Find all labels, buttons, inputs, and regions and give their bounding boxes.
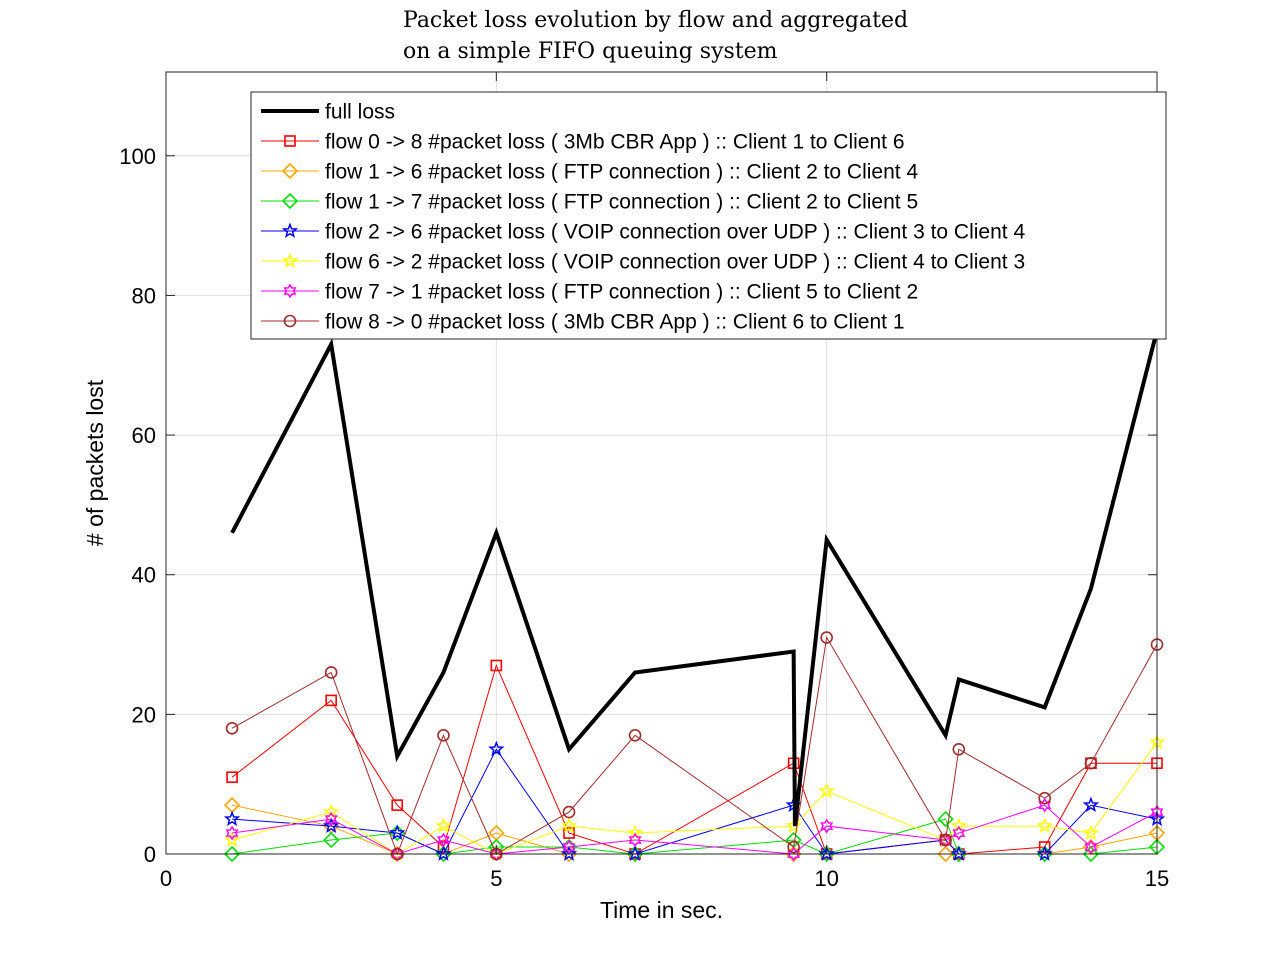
series-line-0 [230, 329, 1159, 827]
series-6-point-12 [1084, 839, 1098, 855]
series-4-point-10 [950, 845, 967, 861]
legend: full loss flow 0 -> 8 #packet loss ( 3Mb … [250, 91, 1167, 340]
x-tick-label-10: 10 [814, 866, 838, 891]
series-6-point-11 [1038, 797, 1052, 813]
series-1-point-0 [226, 771, 238, 783]
series-3-point-9 [937, 810, 954, 828]
series-0 [230, 329, 1159, 827]
legend-label-5: flow 6 -> 2 #packet loss ( VOIP connecti… [325, 251, 1025, 274]
x-tick-label-5: 5 [490, 866, 502, 891]
series-5-point-5 [560, 817, 578, 834]
series-4-point-12 [1082, 796, 1100, 813]
series-5-point-7 [785, 817, 802, 834]
series-line-6 [232, 804, 1158, 855]
y-tick-label-40: 40 [132, 563, 156, 588]
legend-marker-4 [281, 222, 299, 238]
series-4-point-3 [435, 845, 452, 861]
series-4-point-5 [560, 845, 578, 861]
axis-ticks: 0 5 10 15 0 20 40 60 80 100 [119, 72, 1169, 891]
series-6-point-1 [324, 811, 338, 827]
series-4-point-0 [223, 810, 241, 827]
series-4-point-1 [323, 817, 340, 834]
series-6-point-10 [952, 825, 966, 841]
series-7-point-10 [952, 742, 966, 756]
series-6-point-8 [820, 818, 834, 834]
legend-label-7: flow 8 -> 0 #packet loss ( 3Mb CBR App )… [325, 311, 905, 334]
x-tick-label-15: 15 [1145, 866, 1169, 891]
series-6-point-5 [562, 839, 576, 855]
series-6-point-3 [437, 832, 450, 848]
legend-label-0: full loss [325, 101, 395, 124]
legend-marker-3 [281, 192, 299, 210]
series-3-point-0 [223, 845, 241, 863]
legend-marker-5 [281, 252, 299, 268]
chart-title-line-2: on a simple FIFO queuing system [403, 39, 778, 64]
series-line-5 [231, 741, 1158, 855]
series-6-point-0 [225, 825, 239, 841]
series-5-point-11 [1036, 817, 1053, 834]
legend-marker-2 [281, 162, 299, 180]
y-tick-label-100: 100 [119, 144, 156, 169]
legend-label-6: flow 7 -> 1 #packet loss ( FTP connectio… [325, 281, 918, 304]
series-3-point-1 [323, 831, 340, 849]
series-1-point-4 [490, 659, 503, 672]
legend-label-2: flow 1 -> 6 #packet loss ( FTP connectio… [325, 161, 918, 184]
series-2-point-9 [937, 845, 954, 863]
series-1-point-11 [1038, 841, 1051, 853]
series-7-point-9 [939, 833, 952, 847]
series-6-point-7 [787, 846, 801, 862]
series-5-point-0 [223, 831, 241, 847]
series-line-1 [231, 664, 1157, 855]
series-6 [225, 797, 1164, 862]
series-1-point-3 [437, 841, 450, 853]
x-axis-label: Time in sec. [600, 897, 723, 923]
series-7-point-0 [225, 722, 239, 735]
series-1-point-2 [391, 799, 404, 811]
y-axis-label: # of packets lost [82, 379, 108, 546]
series-4-point-8 [818, 845, 835, 861]
y-tick-label-20: 20 [132, 702, 156, 727]
series-7-point-1 [324, 666, 338, 679]
series-4-point-11 [1036, 845, 1053, 861]
series-5 [223, 733, 1166, 861]
legend-marker-6 [283, 283, 297, 299]
series-7-point-6 [628, 729, 642, 742]
y-tick-label-0: 0 [144, 842, 156, 867]
legend-label-3: flow 1 -> 7 #packet loss ( FTP connectio… [325, 191, 918, 214]
series-7-point-3 [437, 729, 450, 742]
legend-marker-1 [284, 135, 296, 147]
series-line-7 [231, 636, 1158, 856]
series-1-point-1 [325, 694, 337, 707]
series-7-point-8 [820, 631, 833, 644]
legend-box [250, 91, 1167, 340]
legend-label-1: flow 0 -> 8 #packet loss ( 3Mb CBR App )… [325, 131, 905, 154]
legend-marker-7 [283, 314, 297, 328]
series-4-point-4 [488, 740, 505, 757]
series-4-point-6 [626, 845, 644, 861]
series-7-point-12 [1084, 756, 1098, 770]
series-5-point-3 [435, 817, 452, 834]
series-6-point-6 [628, 832, 642, 848]
y-tick-label-80: 80 [132, 283, 156, 308]
plot-frame [165, 71, 1158, 855]
x-tick-label-0: 0 [160, 866, 172, 891]
series-5-point-8 [818, 782, 835, 799]
legend-label-4: flow 2 -> 6 #packet loss ( VOIP connecti… [325, 221, 1025, 244]
chart-title-line-1: Packet loss evolution by flow and aggreg… [403, 8, 908, 33]
series-5-point-6 [626, 824, 644, 840]
series-5-point-12 [1082, 824, 1100, 840]
series-4-point-2 [389, 824, 406, 840]
series-3-point-12 [1082, 845, 1100, 863]
series-7-point-5 [562, 805, 576, 819]
y-tick-label-60: 60 [132, 423, 156, 448]
series-7-point-11 [1038, 791, 1051, 805]
series-5-point-1 [323, 803, 340, 820]
series-7-point-7 [787, 840, 800, 854]
series-5-point-10 [950, 817, 967, 834]
